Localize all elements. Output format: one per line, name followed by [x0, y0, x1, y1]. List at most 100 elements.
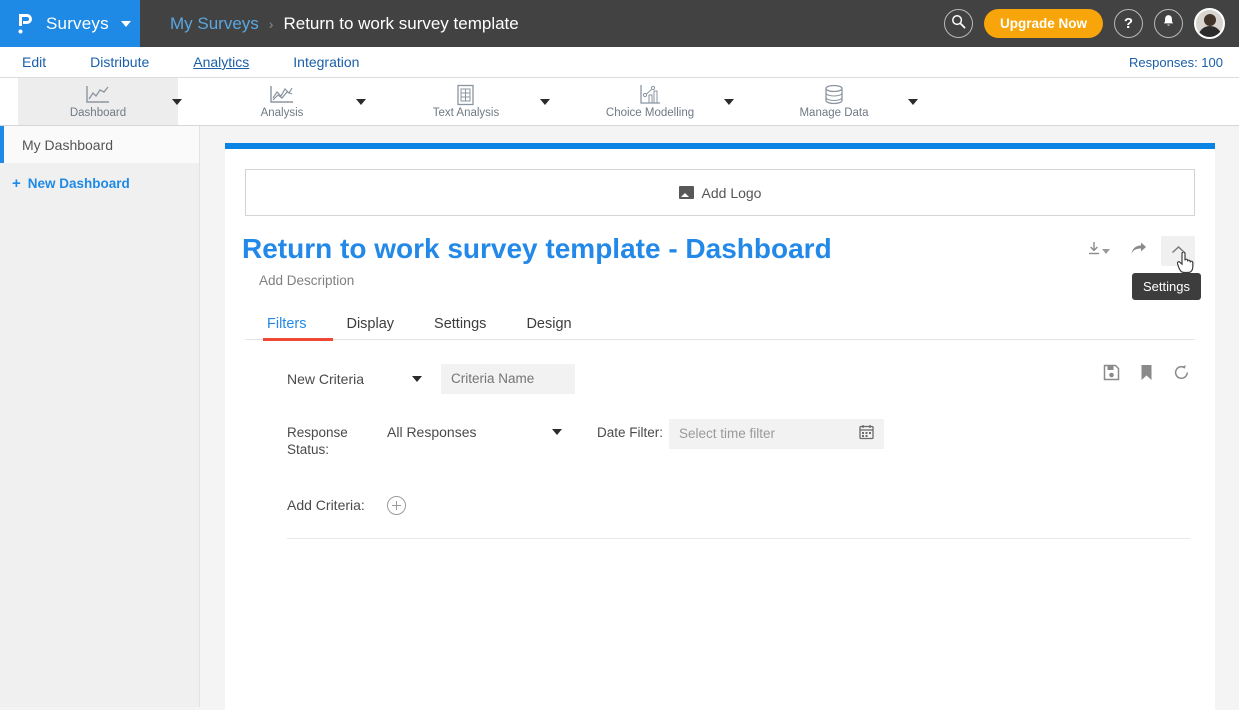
save-filter-button[interactable]	[1103, 364, 1120, 386]
chevron-up-icon	[1171, 242, 1186, 260]
avatar-head	[1203, 14, 1216, 26]
filters-panel: New Criteria	[245, 340, 1190, 539]
share-arrow-icon	[1130, 241, 1147, 261]
toolbar-item-choice-modelling[interactable]: Choice Modelling	[570, 78, 730, 125]
response-status-select[interactable]: All Responses	[387, 419, 562, 440]
image-icon	[678, 186, 694, 199]
date-filter-placeholder: Select time filter	[679, 426, 776, 442]
response-status-row: Response Status: All Responses Date Filt…	[287, 418, 1190, 459]
response-status-value: All Responses	[387, 423, 477, 440]
toolbar-caret-manage-data[interactable]	[908, 98, 918, 105]
card-accent-bar	[225, 143, 1215, 149]
top-bar-actions: Upgrade Now ?	[943, 0, 1225, 47]
breadcrumb-separator: ›	[268, 15, 274, 32]
toolbar-item-analysis[interactable]: Analysis	[202, 78, 362, 125]
bell-icon	[1162, 14, 1175, 33]
add-criteria-row: Add Criteria:	[287, 495, 1190, 539]
toolbar-label-choice-modelling: Choice Modelling	[605, 107, 695, 119]
scatter-chart-icon	[269, 84, 295, 106]
add-criteria-label: Add Criteria:	[287, 497, 365, 514]
tab-display[interactable]: Display	[346, 315, 395, 332]
card-action-icons: Settings	[1081, 236, 1201, 300]
chevron-down-icon	[412, 375, 422, 382]
tab-design[interactable]: Design	[526, 315, 572, 332]
chevron-down-icon	[552, 428, 562, 435]
add-description-link[interactable]: Add Description	[259, 272, 355, 288]
toolbar-label-analysis: Analysis	[260, 107, 304, 119]
new-criteria-select[interactable]: New Criteria	[287, 371, 422, 387]
toolbar-caret-dashboard[interactable]	[172, 98, 182, 105]
toolbar-label-text-analysis: Text Analysis	[432, 107, 500, 119]
avatar-body	[1197, 26, 1222, 37]
plus-icon: +	[12, 174, 21, 192]
settings-button[interactable]	[1161, 236, 1195, 266]
toolbar-group-dashboard: Dashboard	[18, 78, 202, 125]
breadcrumb: My Surveys › Return to work survey templ…	[170, 14, 519, 34]
date-filter-input[interactable]: Select time filter	[669, 418, 884, 449]
new-dashboard-button[interactable]: + New Dashboard	[0, 163, 199, 203]
document-grid-icon	[456, 84, 476, 106]
download-button[interactable]	[1081, 236, 1115, 266]
toolbar-group-text-analysis: Text Analysis	[386, 78, 570, 125]
new-dashboard-label: New Dashboard	[27, 175, 130, 191]
toolbar-item-dashboard[interactable]: Dashboard	[18, 78, 178, 125]
chevron-down-icon	[120, 20, 131, 27]
tab-filters[interactable]: Filters	[262, 316, 334, 341]
bookmark-filter-button[interactable]	[1140, 364, 1153, 386]
reset-filter-button[interactable]	[1173, 364, 1190, 386]
pollfish-p-logo-icon	[16, 12, 36, 36]
add-logo-dropzone[interactable]: Add Logo	[245, 169, 1195, 216]
criteria-row-actions	[1103, 364, 1190, 386]
criteria-row: New Criteria	[287, 362, 1190, 396]
dashboard-sidebar: My Dashboard + New Dashboard	[0, 126, 200, 707]
toolbar-group-analysis: Analysis	[202, 78, 386, 125]
criteria-name-input[interactable]	[441, 363, 575, 394]
toolbar-label-manage-data: Manage Data	[799, 107, 869, 119]
tab-settings[interactable]: Settings	[434, 315, 487, 332]
circle-plus-icon[interactable]	[386, 495, 406, 515]
dashboard-title-row: Return to work survey template - Dashboa…	[242, 233, 1201, 300]
upgrade-now-button[interactable]: Upgrade Now	[983, 9, 1103, 38]
toolbar-caret-text-analysis[interactable]	[540, 98, 550, 105]
nav-item-integration[interactable]: Integration	[293, 54, 360, 70]
user-avatar[interactable]	[1194, 8, 1225, 39]
sidebar-item-label: My Dashboard	[22, 136, 114, 153]
date-filter-label: Date Filter:	[597, 424, 664, 440]
sidebar-item-my-dashboard[interactable]: My Dashboard	[0, 126, 199, 163]
main-content-area: Add Logo Return to work survey template …	[200, 126, 1239, 710]
response-status-label: Response Status:	[287, 424, 348, 457]
primary-nav: Edit Distribute Analytics Integration Re…	[0, 47, 1239, 78]
calendar-icon[interactable]	[859, 424, 874, 443]
add-logo-label: Add Logo	[701, 184, 762, 201]
top-bar: Surveys My Surveys › Return to work surv…	[0, 0, 1239, 47]
new-criteria-value: New Criteria	[287, 370, 365, 387]
brand-label: Surveys	[46, 13, 109, 33]
download-icon	[1087, 241, 1101, 261]
analytics-toolbar: Dashboard Analysis	[0, 78, 1239, 126]
toolbar-left-spacer	[0, 78, 18, 125]
notifications-button[interactable]	[1154, 9, 1183, 38]
brand-menu[interactable]: Surveys	[0, 0, 140, 47]
nav-item-edit[interactable]: Edit	[22, 54, 47, 70]
toolbar-item-manage-data[interactable]: Manage Data	[754, 78, 914, 125]
toolbar-group-manage-data: Manage Data	[754, 78, 938, 125]
title-block: Return to work survey template - Dashboa…	[242, 233, 832, 288]
help-button[interactable]: ?	[1114, 9, 1143, 38]
settings-tooltip: Settings	[1132, 273, 1201, 300]
search-icon	[951, 14, 966, 34]
breadcrumb-current: Return to work survey template	[283, 13, 519, 33]
page-title: Return to work survey template - Dashboa…	[242, 233, 832, 264]
breadcrumb-parent-link[interactable]: My Surveys	[170, 13, 259, 33]
toolbar-caret-analysis[interactable]	[356, 98, 366, 105]
search-button[interactable]	[943, 9, 973, 38]
download-caret-icon	[1101, 248, 1110, 254]
toolbar-label-dashboard: Dashboard	[69, 107, 127, 119]
line-chart-icon	[85, 84, 111, 106]
share-button[interactable]	[1121, 236, 1155, 266]
toolbar-item-text-analysis[interactable]: Text Analysis	[386, 78, 546, 125]
responses-count: Responses: 100	[1129, 54, 1223, 70]
nav-item-analytics[interactable]: Analytics	[193, 54, 250, 70]
toolbar-caret-choice-modelling[interactable]	[724, 98, 734, 105]
bar-scatter-icon	[638, 84, 662, 106]
nav-item-distribute[interactable]: Distribute	[90, 54, 150, 70]
